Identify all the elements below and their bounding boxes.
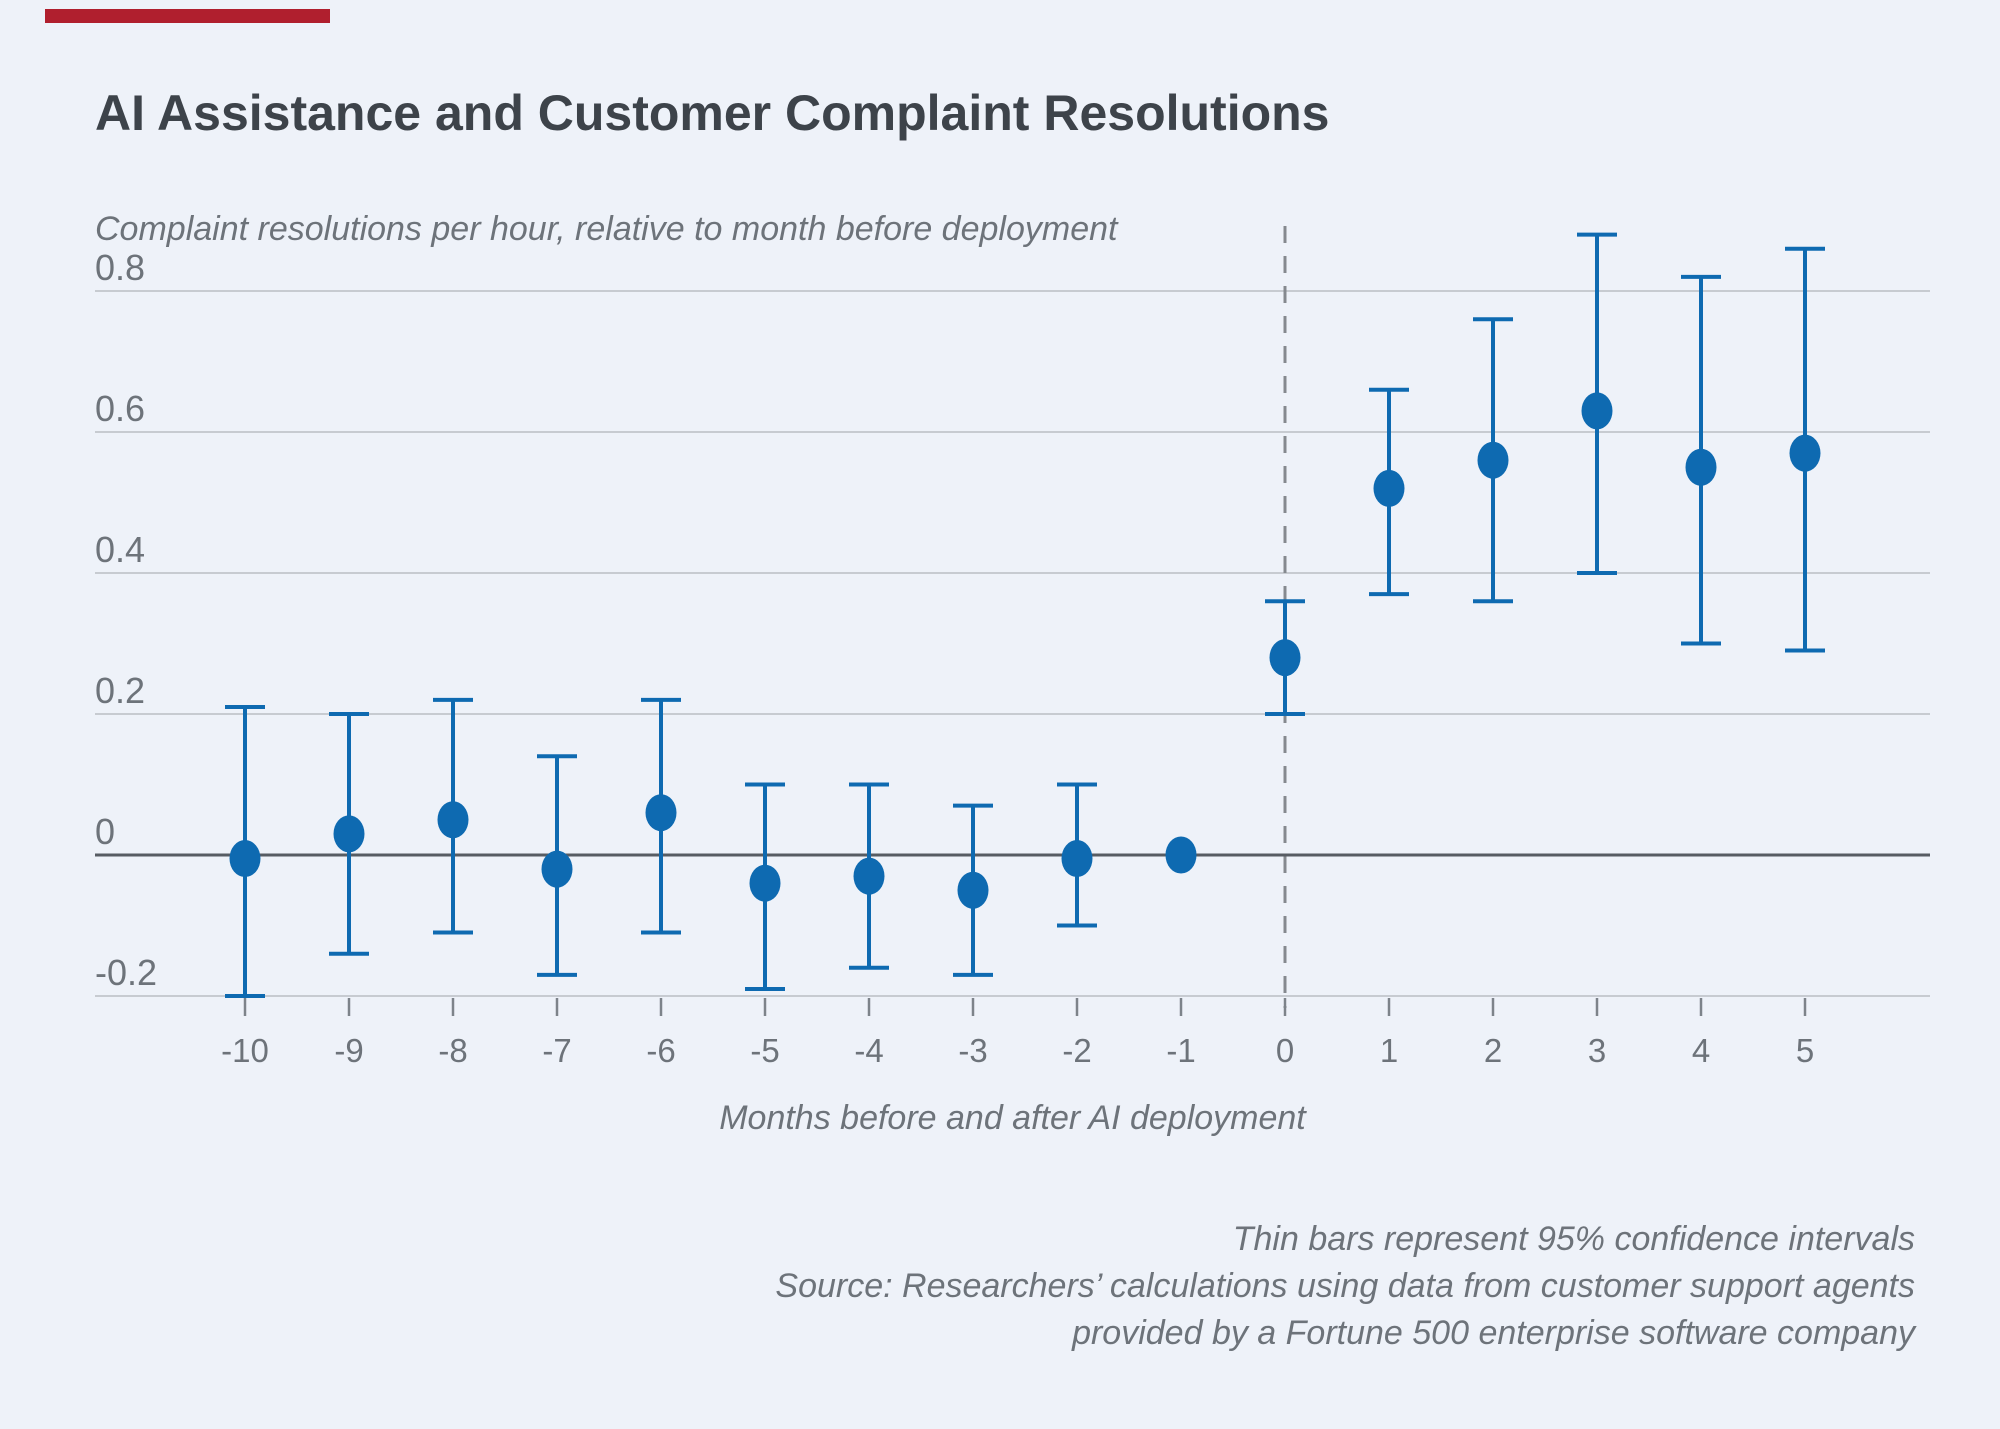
x-tick-label: -4 [854,1032,883,1069]
y-tick-label: 0.8 [95,247,145,288]
y-tick-label: 0.2 [95,670,145,711]
x-tick-label: 4 [1692,1032,1710,1069]
estimate-dot [1373,469,1405,507]
estimate-dot [333,815,365,853]
estimate-dot [437,801,469,839]
accent-bar [45,9,330,23]
estimate-dot [645,794,677,832]
x-tick-label: -3 [958,1032,987,1069]
x-tick-label: 3 [1588,1032,1606,1069]
footnote-block: Thin bars represent 95% confidence inter… [315,1216,1915,1357]
x-tick-label: 0 [1276,1032,1294,1069]
source-line-2: provided by a Fortune 500 enterprise sof… [1072,1314,1915,1352]
chart-title: AI Assistance and Customer Complaint Res… [95,85,1330,141]
x-tick-label: 2 [1484,1032,1502,1069]
estimate-dot [1165,836,1197,874]
estimate-dot [853,857,885,895]
y-tick-label: 0 [95,811,115,852]
estimate-dot [1061,840,1093,878]
y-tick-label: 0.6 [95,388,145,429]
x-axis-label: Months before and after AI deployment [719,1099,1306,1137]
x-tick-label: -10 [221,1032,269,1069]
estimate-dot [1477,441,1509,479]
y-tick-label: -0.2 [95,952,157,993]
y-axis-label: Complaint resolutions per hour, relative… [95,210,1118,248]
x-tick-label: -1 [1166,1032,1195,1069]
x-tick-label: -7 [542,1032,571,1069]
x-tick-label: -2 [1062,1032,1091,1069]
estimate-dot [1269,639,1301,677]
y-tick-label: 0.4 [95,529,145,570]
x-tick-label: 5 [1796,1032,1814,1069]
x-tick-label: -5 [750,1032,779,1069]
estimate-dot [541,850,573,888]
estimate-dot [749,864,781,902]
estimate-dot [229,840,261,878]
ci-note: Thin bars represent 95% confidence inter… [1232,1220,1915,1258]
estimate-dot [1685,448,1717,486]
estimate-dot [957,871,989,909]
source-line-1: Source: Researchers’ calculations using … [775,1267,1915,1305]
x-tick-label: -8 [438,1032,467,1069]
x-tick-label: -9 [334,1032,363,1069]
estimate-dot [1581,392,1613,430]
x-tick-label: -6 [646,1032,675,1069]
estimate-dot [1789,434,1821,472]
x-tick-label: 1 [1380,1032,1398,1069]
